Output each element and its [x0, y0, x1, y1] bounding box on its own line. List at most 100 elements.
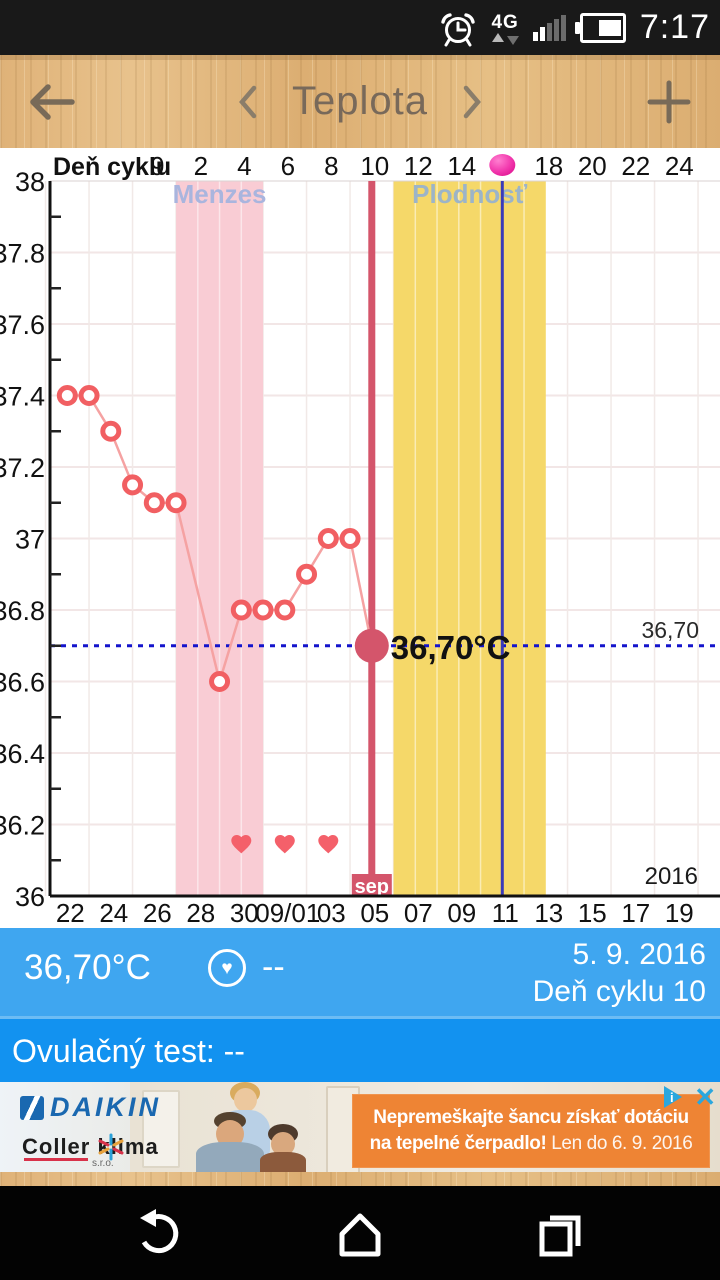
svg-text:14: 14	[447, 151, 476, 181]
temperature-chart[interactable]: Menzes Plodnosť sep 38 37.8 37.6 37.4 37.2 37 36.…	[0, 148, 720, 928]
wood-strip	[0, 1172, 720, 1186]
next-chart-button[interactable]	[462, 85, 482, 119]
svg-text:18: 18	[534, 151, 563, 181]
coverline-value-label: 36,70	[641, 617, 699, 643]
svg-text:36.6: 36.6	[0, 668, 45, 698]
ovulation-day-dot	[489, 154, 516, 176]
svg-text:i: i	[670, 1090, 674, 1105]
selected-date: 5. 9. 2016	[572, 938, 706, 971]
ad-headline-line1: Nepremeškajte šancu získať dotáciu	[373, 1107, 689, 1128]
svg-text:22: 22	[56, 898, 85, 928]
cycle-day-axis-title: Deň cyklu	[53, 153, 171, 181]
temperature-point	[274, 599, 296, 621]
month-label: sep	[355, 876, 389, 898]
header-title-row: Teplota	[0, 55, 720, 148]
cycle-day-label: Deň cyklu 10	[532, 975, 706, 1008]
svg-text:37.2: 37.2	[0, 453, 45, 483]
year-label: 2016	[645, 863, 698, 890]
dealer-suffix: s.r.o.	[92, 1158, 114, 1169]
intimacy-heart-icon[interactable]: ♥	[208, 949, 246, 987]
photo-child-body	[260, 1152, 306, 1172]
temperature-point	[252, 599, 274, 621]
daikin-wordmark: DAIKIN	[50, 1092, 161, 1122]
network-type-label: 4G	[491, 12, 519, 33]
phase-bands: Menzes Plodnosť	[173, 179, 546, 896]
heart-marker	[274, 835, 295, 854]
svg-text:38: 38	[15, 167, 45, 197]
svg-text:36: 36	[15, 882, 45, 912]
heart-glyph: ♥	[221, 957, 233, 979]
y-axis-labels: 38 37.8 37.6 37.4 37.2 37 36.8 36.6 36.4 36.2 36	[0, 167, 45, 912]
svg-text:2: 2	[194, 151, 208, 181]
band-label-fertile: Plodnosť	[412, 179, 528, 209]
alarm-icon	[441, 12, 476, 46]
svg-text:12: 12	[404, 151, 433, 181]
svg-text:26: 26	[143, 898, 172, 928]
svg-text:8: 8	[324, 151, 338, 181]
ad-headline-box[interactable]: Nepremeškajte šancu získať dotáciu na te…	[352, 1094, 710, 1168]
svg-text:20: 20	[578, 151, 607, 181]
nav-home-button[interactable]	[334, 1208, 386, 1260]
month-label-box	[351, 874, 392, 897]
temperature-point	[143, 492, 165, 514]
dealer-logo-underline	[24, 1158, 88, 1161]
svg-text:10: 10	[360, 151, 389, 181]
network-indicator: 4G	[491, 12, 519, 45]
current-temperature-dot	[354, 628, 389, 663]
ad-banner[interactable]: DAIKIN Coller klima s.r.o. Nepremeškajte…	[0, 1082, 720, 1172]
temperature-point	[122, 474, 144, 496]
svg-text:17: 17	[621, 898, 650, 928]
nav-recents-button[interactable]	[534, 1208, 586, 1260]
svg-text:24: 24	[99, 898, 128, 928]
svg-text:37: 37	[15, 525, 45, 555]
svg-text:36.4: 36.4	[0, 739, 45, 769]
temperature-chart-canvas[interactable]: Menzes Plodnosť sep 38 37.8 37.6 37.4 37.2 37 36.…	[0, 148, 720, 928]
ovulation-test-bar[interactable]: Ovulačný test: --	[0, 1016, 720, 1082]
temperature-point	[100, 420, 122, 442]
svg-text:36.2: 36.2	[0, 811, 45, 841]
app-header: Teplota	[0, 55, 720, 150]
temperature-points	[56, 385, 389, 692]
temperature-point	[339, 528, 361, 549]
svg-text:22: 22	[621, 151, 650, 181]
band-fertile	[393, 181, 546, 896]
heart-marker	[231, 835, 252, 854]
back-button[interactable]	[26, 79, 78, 125]
svg-text:24: 24	[665, 151, 694, 181]
svg-text:4: 4	[237, 151, 251, 181]
selected-day-temperature: 36,70°C	[24, 948, 151, 987]
dealer-logo: Coller klima	[22, 1134, 159, 1159]
band-label-menses: Menzes	[173, 179, 267, 209]
svg-text:19: 19	[665, 898, 694, 928]
network-arrows-icon	[491, 33, 519, 45]
daikin-mark-icon	[20, 1095, 44, 1120]
status-bar-clock: 7:17	[639, 8, 710, 46]
svg-text:9: 9	[150, 151, 164, 181]
svg-text:11: 11	[492, 898, 519, 928]
signal-strength-icon	[532, 14, 566, 41]
temperature-point	[165, 492, 187, 514]
svg-text:13: 13	[534, 898, 563, 928]
svg-text:15: 15	[578, 898, 607, 928]
svg-text:37.8: 37.8	[0, 239, 45, 269]
svg-text:03: 03	[317, 898, 346, 928]
day-summary-bar[interactable]: 36,70°C ♥ -- 5. 9. 2016 Deň cyklu 10	[0, 928, 720, 1016]
previous-chart-button[interactable]	[238, 85, 258, 119]
ad-close-button[interactable]: ✕	[694, 1082, 716, 1112]
dealer-star-icon	[98, 1133, 124, 1161]
svg-text:37.4: 37.4	[0, 382, 45, 412]
photo-man-body	[196, 1142, 264, 1172]
temperature-point	[230, 599, 252, 621]
ad-choices-icon[interactable]: i	[658, 1084, 688, 1110]
add-entry-button[interactable]	[646, 77, 692, 127]
temperature-point	[209, 671, 231, 692]
svg-text:05: 05	[360, 898, 389, 928]
svg-text:36.8: 36.8	[0, 596, 45, 626]
temperature-point	[56, 385, 78, 406]
svg-text:6: 6	[281, 151, 295, 181]
nav-back-button[interactable]	[134, 1208, 186, 1260]
temperature-point	[78, 385, 100, 406]
svg-text:28: 28	[186, 898, 215, 928]
temperature-point	[296, 563, 318, 585]
